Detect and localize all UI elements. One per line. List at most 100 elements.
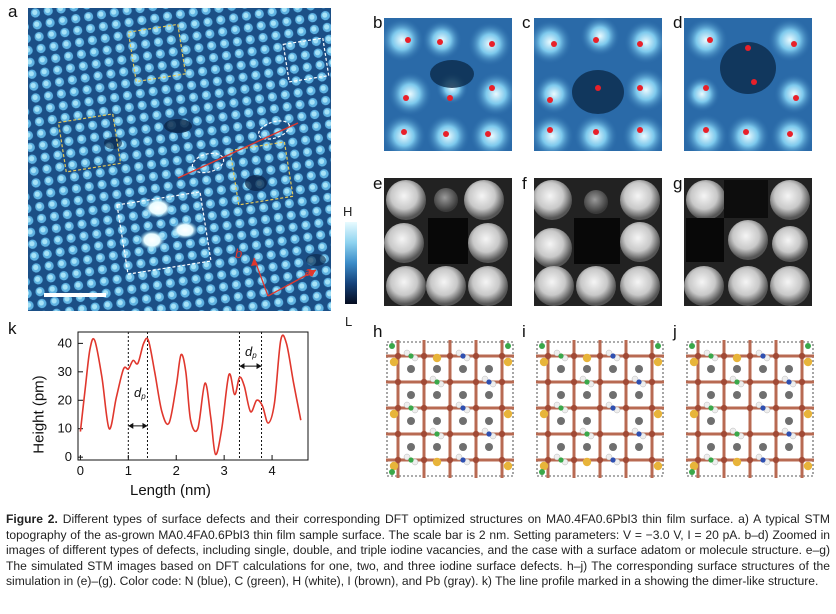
iodine-atom — [596, 378, 604, 386]
lead-atom — [557, 391, 565, 399]
iodine-atom — [746, 378, 754, 386]
surface-iodine-atom — [653, 357, 663, 367]
lead-atom — [759, 365, 767, 373]
dp-arrow-right-head — [239, 363, 245, 370]
iodine-atom — [720, 404, 728, 412]
nitrogen-atom — [610, 405, 616, 411]
lead-atom — [583, 391, 591, 399]
dp-arrow-right-head — [256, 363, 262, 370]
nitrogen-atom — [460, 457, 466, 463]
surface-iodine-atom — [389, 461, 399, 471]
carbon-atom — [805, 343, 811, 349]
nitrogen-atom — [760, 353, 766, 359]
panel-letter-a: a — [8, 2, 18, 21]
lead-atom — [459, 365, 467, 373]
surface-iodine-atom — [539, 357, 549, 367]
lead-atom — [785, 391, 793, 399]
lead-atom — [733, 391, 741, 399]
lead-atom — [459, 443, 467, 451]
iodine-atom — [544, 430, 552, 438]
carbon-atom — [734, 431, 740, 437]
figure-caption: Figure 2. Different types of surface def… — [6, 512, 830, 590]
surface-iodine-atom — [689, 461, 699, 471]
lead-atom — [433, 391, 441, 399]
iodine-atom — [544, 352, 552, 360]
hydrogen-atom — [781, 427, 789, 435]
iodine-vacancy — [606, 414, 620, 428]
hydrogen-atom — [605, 401, 613, 409]
iodine-atom — [648, 404, 656, 412]
hydrogen-atom — [703, 453, 711, 461]
iodine-atom — [772, 404, 780, 412]
panel-letter-i: i — [522, 322, 526, 341]
hydrogen-atom — [755, 401, 763, 409]
nitrogen-atom — [786, 431, 792, 437]
iodine-atom — [472, 456, 480, 464]
lead-atom — [583, 417, 591, 425]
carbon-atom — [689, 469, 695, 475]
iodine-atom — [498, 430, 506, 438]
iodine-atom — [746, 352, 754, 360]
hydrogen-atom — [455, 453, 463, 461]
lead-atom — [557, 417, 565, 425]
hydrogen-atom — [481, 427, 489, 435]
iodine-atom — [498, 404, 506, 412]
stm-zoom-b — [384, 18, 512, 151]
iodine-atom — [596, 456, 604, 464]
nitrogen-atom — [460, 405, 466, 411]
iodine-atom — [570, 378, 578, 386]
iodine-atom — [498, 456, 506, 464]
carbon-atom — [584, 379, 590, 385]
iodine-atom — [472, 378, 480, 386]
carbon-atom — [708, 457, 714, 463]
iodine-atom — [772, 378, 780, 386]
lead-atom — [459, 391, 467, 399]
lead-atom — [485, 365, 493, 373]
scale-bar — [44, 293, 106, 297]
nitrogen-atom — [610, 457, 616, 463]
iodine-atom — [694, 430, 702, 438]
iodine-atom — [472, 352, 480, 360]
iodine-atom — [498, 352, 506, 360]
surface-iodine-atom — [432, 353, 442, 363]
carbon-atom — [434, 379, 440, 385]
iodine-atom — [446, 456, 454, 464]
panel-letter-e: e — [373, 174, 383, 193]
lead-atom — [609, 391, 617, 399]
panel-letter-b: b — [373, 13, 383, 32]
lead-atom — [433, 417, 441, 425]
iodine-atom — [622, 456, 630, 464]
nitrogen-atom — [636, 379, 642, 385]
iodine-atom — [570, 456, 578, 464]
lead-atom — [407, 391, 415, 399]
lead-atom — [557, 365, 565, 373]
surface-iodine-atom — [582, 457, 592, 467]
surface-iodine-atom — [539, 409, 549, 419]
carbon-atom — [734, 379, 740, 385]
carbon-atom — [389, 469, 395, 475]
surface-iodine-atom — [503, 461, 513, 471]
iodine-atom — [446, 378, 454, 386]
lead-atom — [733, 365, 741, 373]
y-tick-label: 10 — [58, 421, 72, 436]
colorbar-high-label: H — [343, 204, 353, 219]
iodine-atom — [544, 404, 552, 412]
iodine-atom — [420, 352, 428, 360]
carbon-atom — [558, 457, 564, 463]
hydrogen-atom — [553, 401, 561, 409]
direction-label-a: a — [305, 264, 313, 279]
carbon-atom — [408, 405, 414, 411]
hydrogen-atom — [455, 401, 463, 409]
height-profile-line — [79, 334, 302, 456]
lead-atom — [635, 365, 643, 373]
panel-letter-j: j — [673, 322, 677, 341]
x-axis-label: Length (nm) — [130, 482, 211, 499]
hydrogen-atom — [755, 349, 763, 357]
triple-vacancy-frame — [229, 141, 294, 206]
carbon-atom — [434, 431, 440, 437]
hydrogen-atom — [605, 349, 613, 357]
surface-iodine-atom — [689, 409, 699, 419]
lead-atom — [635, 391, 643, 399]
iodine-atom — [772, 352, 780, 360]
iodine-atom — [446, 352, 454, 360]
